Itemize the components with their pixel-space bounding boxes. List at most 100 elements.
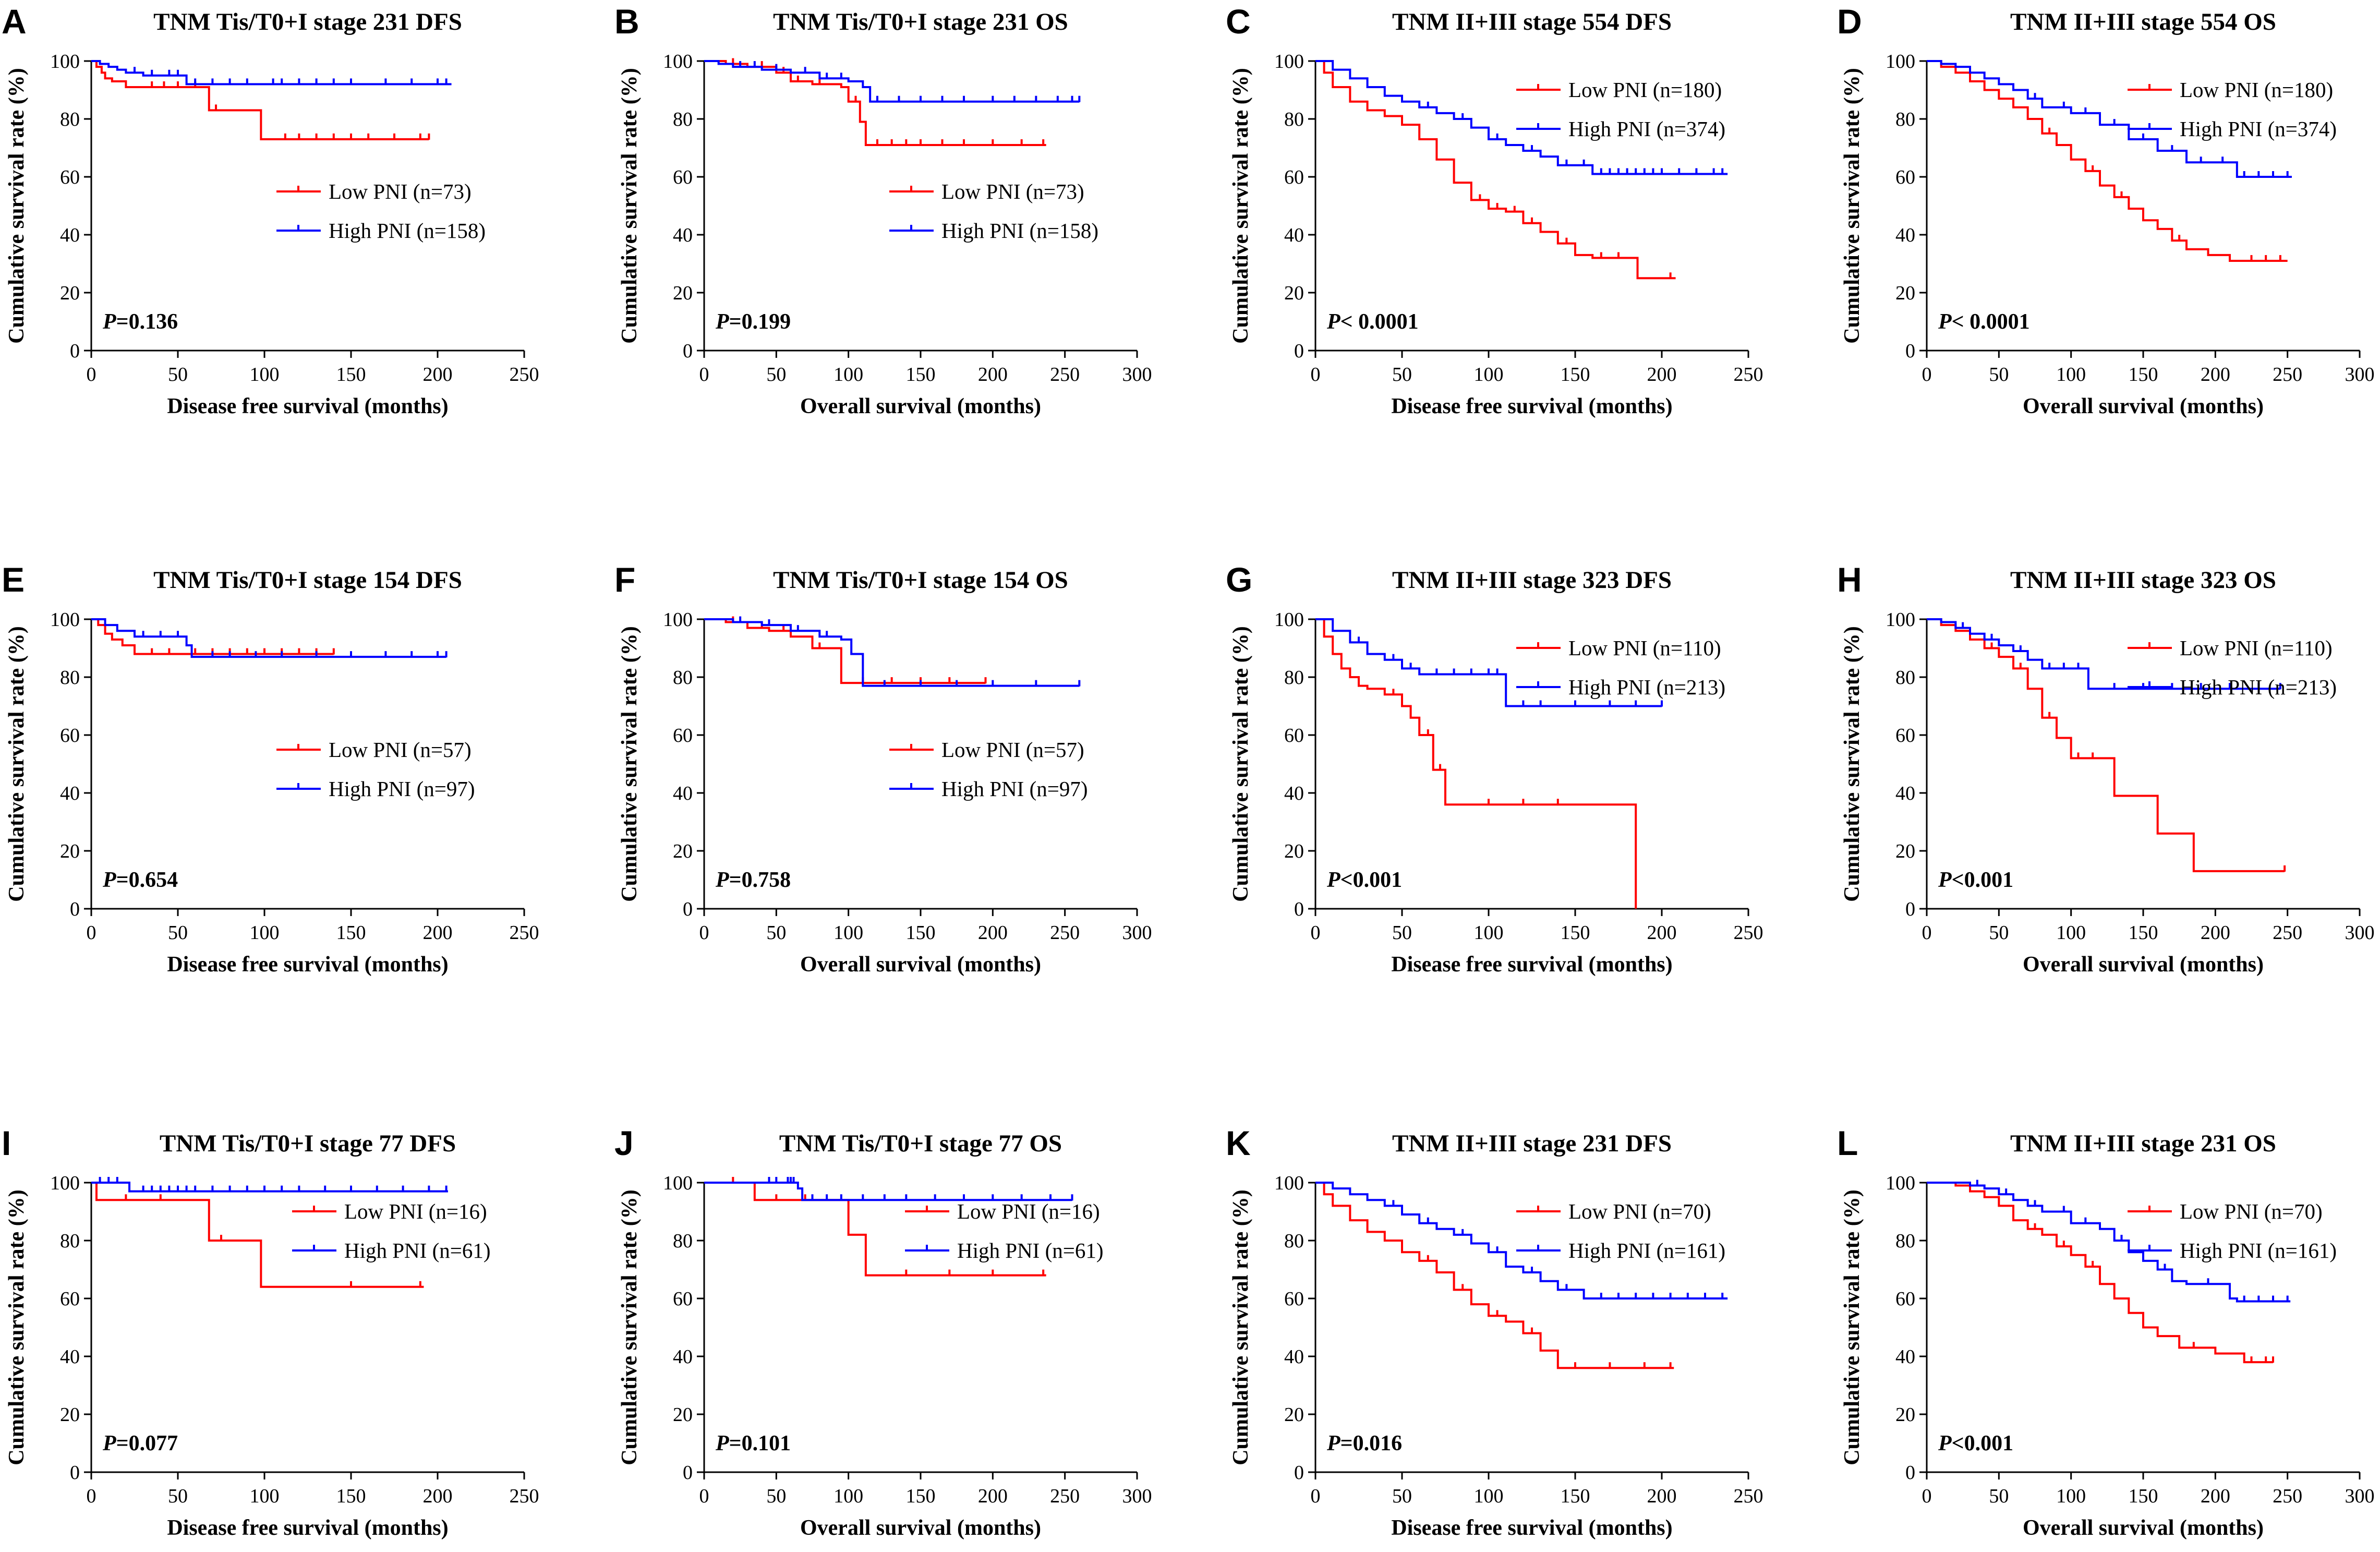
y-tick-label: 60 bbox=[1895, 166, 1915, 188]
km-curve-low-pni bbox=[1927, 1182, 2273, 1364]
y-tick-label: 100 bbox=[50, 1172, 80, 1194]
panel-letter-f: F bbox=[614, 560, 635, 599]
y-tick-label: 100 bbox=[663, 609, 693, 631]
chart-title: TNM II+III stage 231 DFS bbox=[1392, 1130, 1672, 1157]
km-curve-high-pni bbox=[704, 60, 1080, 103]
x-tick-label: 50 bbox=[1989, 364, 2009, 386]
p-value-text: < 0.0001 bbox=[1340, 310, 1419, 334]
chart-title: TNM II+III stage 554 OS bbox=[2010, 8, 2276, 35]
chart-title: TNM Tis/T0+I stage 77 DFS bbox=[160, 1130, 456, 1157]
y-tick-label: 40 bbox=[1895, 783, 1915, 804]
x-tick-label: 300 bbox=[2345, 364, 2375, 386]
km-curve-low-pni bbox=[91, 60, 429, 140]
x-tick-label: 200 bbox=[978, 922, 1008, 944]
chart-panel-k: K TNM II+III stage 231 DFS 0 20 40 60 80 100 0 50… bbox=[1226, 1124, 1763, 1540]
x-tick-label: 100 bbox=[250, 364, 280, 386]
x-tick-label: 0 bbox=[1922, 1485, 1932, 1507]
y-tick-label: 40 bbox=[1895, 224, 1915, 246]
km-curve-low-pni bbox=[91, 618, 334, 655]
x-tick-label: 250 bbox=[1050, 1485, 1080, 1507]
x-tick-label: 100 bbox=[833, 1485, 863, 1507]
p-value-label: P=0.654 bbox=[102, 868, 178, 892]
y-tick-label: 20 bbox=[673, 1404, 693, 1426]
x-tick-label: 100 bbox=[2056, 364, 2086, 386]
x-tick-label: 150 bbox=[906, 922, 936, 944]
y-axis-label: Cumulative survival rate (%) bbox=[1840, 68, 1864, 343]
panel-letter-h: H bbox=[1837, 560, 1862, 599]
panel-letter-g: G bbox=[1226, 560, 1252, 599]
x-tick-label: 250 bbox=[2273, 364, 2302, 386]
p-value-text: <0.001 bbox=[1340, 868, 1402, 892]
y-tick-label: 20 bbox=[673, 282, 693, 304]
x-tick-label: 150 bbox=[2129, 1485, 2158, 1507]
x-tick-label: 0 bbox=[87, 922, 96, 944]
y-tick-label: 60 bbox=[1895, 1288, 1915, 1310]
y-tick-label: 100 bbox=[50, 51, 80, 73]
panel-letter-a: A bbox=[2, 2, 27, 41]
chart-title: TNM Tis/T0+I stage 154 OS bbox=[773, 567, 1068, 594]
chart-panel-c: C TNM II+III stage 554 DFS 0 20 40 60 80 100 0 50… bbox=[1226, 2, 1763, 418]
y-tick-label: 80 bbox=[673, 1230, 693, 1252]
x-tick-label: 0 bbox=[699, 922, 709, 944]
legend-label-low-pni: Low PNI (n=180) bbox=[2180, 78, 2333, 102]
legend-label-high-pni: High PNI (n=374) bbox=[1568, 117, 1725, 141]
km-curve-high-pni bbox=[91, 60, 452, 86]
y-tick-label: 100 bbox=[1886, 609, 1915, 631]
y-axis-label: Cumulative survival rate (%) bbox=[1840, 626, 1864, 901]
legend-label-low-pni: Low PNI (n=110) bbox=[2180, 636, 2333, 660]
y-tick-label: 100 bbox=[50, 609, 80, 631]
km-curve-low-pni bbox=[1315, 60, 1676, 280]
x-tick-label: 250 bbox=[1734, 364, 1763, 386]
x-tick-label: 200 bbox=[978, 364, 1008, 386]
x-tick-label: 50 bbox=[766, 922, 786, 944]
y-tick-label: 80 bbox=[60, 1230, 80, 1252]
x-tick-label: 200 bbox=[2201, 1485, 2230, 1507]
y-tick-label: 100 bbox=[1274, 1172, 1304, 1194]
y-axis-label: Cumulative survival rate (%) bbox=[618, 1189, 642, 1465]
legend-label-high-pni: High PNI (n=213) bbox=[2180, 675, 2337, 699]
y-tick-label: 100 bbox=[1274, 51, 1304, 73]
p-value-prefix: P bbox=[715, 1431, 729, 1455]
y-tick-label: 80 bbox=[1284, 1230, 1304, 1252]
p-value-text: =0.101 bbox=[729, 1431, 791, 1455]
p-value-text: =0.136 bbox=[116, 310, 178, 334]
chart-panel-g: G TNM II+III stage 323 DFS 0 20 40 60 80 100 0 50… bbox=[1226, 560, 1763, 977]
y-tick-label: 40 bbox=[1284, 224, 1304, 246]
chart-title: TNM Tis/T0+I stage 154 DFS bbox=[153, 567, 462, 594]
x-tick-label: 150 bbox=[906, 364, 936, 386]
y-tick-label: 40 bbox=[60, 1346, 80, 1368]
y-tick-label: 80 bbox=[673, 667, 693, 689]
x-tick-label: 0 bbox=[87, 364, 96, 386]
x-tick-label: 200 bbox=[2201, 922, 2230, 944]
x-axis-label: Disease free survival (months) bbox=[1391, 953, 1672, 977]
y-tick-label: 0 bbox=[70, 1462, 80, 1484]
y-tick-label: 80 bbox=[1895, 1230, 1915, 1252]
x-tick-label: 50 bbox=[766, 364, 786, 386]
km-curve-low-pni bbox=[704, 1182, 1046, 1277]
y-tick-label: 20 bbox=[1895, 1404, 1915, 1426]
x-tick-label: 100 bbox=[250, 1485, 280, 1507]
p-value-prefix: P bbox=[1326, 868, 1340, 892]
y-tick-label: 0 bbox=[70, 898, 80, 920]
x-tick-label: 50 bbox=[1989, 1485, 2009, 1507]
y-tick-label: 60 bbox=[673, 166, 693, 188]
y-tick-label: 20 bbox=[1284, 1404, 1304, 1426]
p-value-text: =0.758 bbox=[729, 868, 791, 892]
legend-label-low-pni: Low PNI (n=180) bbox=[1568, 78, 1722, 102]
panel-letter-i: I bbox=[2, 1124, 11, 1162]
y-tick-label: 0 bbox=[1905, 1462, 1915, 1484]
x-tick-label: 200 bbox=[1647, 922, 1677, 944]
x-tick-label: 50 bbox=[1392, 922, 1412, 944]
legend-label-high-pni: High PNI (n=97) bbox=[329, 777, 475, 801]
x-tick-label: 200 bbox=[1647, 364, 1677, 386]
x-tick-label: 200 bbox=[423, 922, 453, 944]
y-tick-label: 20 bbox=[60, 1404, 80, 1426]
chart-title: TNM II+III stage 231 OS bbox=[2010, 1130, 2276, 1157]
legend-label-high-pni: High PNI (n=213) bbox=[1568, 675, 1725, 699]
chart-panel-i: I TNM Tis/T0+I stage 77 DFS 0 20 40 60 80 100 0 5… bbox=[2, 1124, 539, 1540]
x-tick-label: 200 bbox=[978, 1485, 1008, 1507]
km-curve-high-pni bbox=[1315, 1182, 1728, 1300]
legend-label-high-pni: High PNI (n=97) bbox=[941, 777, 1088, 801]
p-value-label: P< 0.0001 bbox=[1326, 310, 1419, 334]
km-curve-low-pni bbox=[1315, 618, 1637, 909]
